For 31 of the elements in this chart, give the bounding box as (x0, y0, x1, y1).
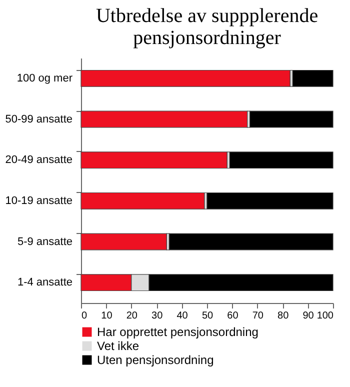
bar (229, 152, 334, 169)
y-tick-label: 1-4 ansatte (17, 276, 72, 289)
x-tick-label: 70 (252, 310, 264, 322)
y-tick-label: 5-9 ansatte (17, 236, 72, 248)
x-tick-label: 50 (202, 310, 214, 322)
bar (168, 233, 334, 250)
bar (80, 233, 167, 250)
chart-title: Utbredelse av suppplerende pensjonsordninger (96, 5, 318, 49)
bar (80, 152, 228, 169)
bar (80, 192, 205, 210)
bar (250, 110, 334, 128)
legend-label: Uten pensjonsordning (97, 353, 214, 367)
y-tick-label: 20-49 ansatte (5, 154, 72, 166)
y-tick-label: 10-19 ansatte (5, 194, 72, 207)
bar (80, 70, 290, 87)
legend-label: Vet ikke (97, 339, 140, 353)
bar (80, 110, 248, 128)
x-tick-label: 60 (227, 310, 239, 322)
bar (206, 192, 334, 210)
legend-label: Har opprettet pensjonsordning (97, 325, 258, 339)
x-tick-label: 90 (302, 310, 314, 322)
x-tick-label: 100 (316, 310, 334, 322)
x-tick-label: 30 (152, 310, 164, 322)
x-tick-label: 20 (126, 310, 138, 322)
x-tick-label: 0 (82, 310, 88, 322)
y-tick-label: 100 og mer (16, 72, 73, 84)
x-tick-label: 40 (176, 310, 188, 322)
x-tick-label: 80 (278, 310, 290, 322)
bar (292, 70, 334, 87)
y-tick-label: 50-99 ansatte (5, 113, 72, 126)
x-tick-label: 10 (101, 310, 113, 322)
